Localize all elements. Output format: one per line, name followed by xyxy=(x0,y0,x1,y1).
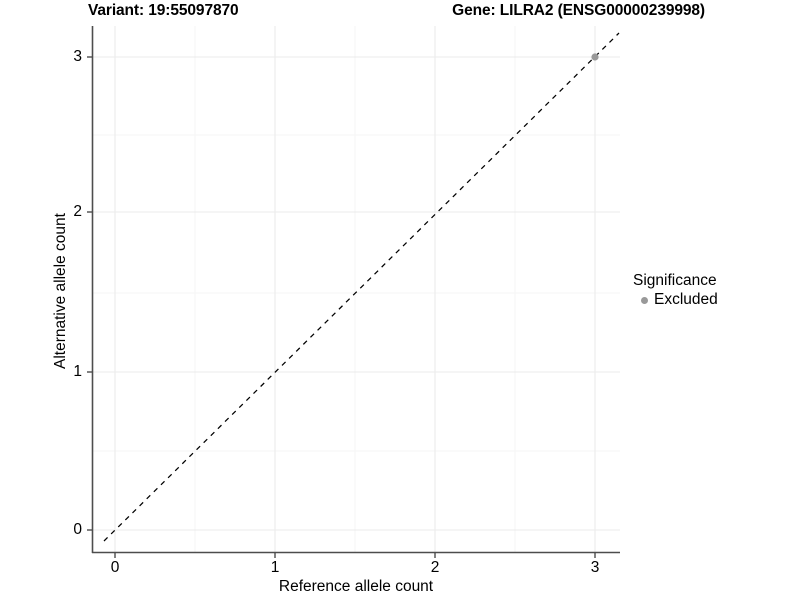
x-tick-label-1: 1 xyxy=(270,559,280,576)
x-axis-title: Reference allele count xyxy=(278,578,434,595)
x-tick-label-2: 2 xyxy=(430,559,440,576)
circle-marker-icon xyxy=(640,296,648,304)
major-gridlines xyxy=(92,26,620,553)
legend-item-excluded[interactable]: Excluded xyxy=(635,291,793,309)
y-tick-label-2: 2 xyxy=(73,203,82,220)
y-tick-label-1: 1 xyxy=(73,363,82,380)
legend-key-excluded xyxy=(635,291,653,309)
x-tick-label-0: 0 xyxy=(110,559,120,576)
chart-title-row: Variant: 19:55097870 Gene: LILRA2 (ENSG0… xyxy=(0,2,800,26)
plot-canvas xyxy=(92,26,620,553)
gene-title: Gene: LILRA2 (ENSG00000239998) xyxy=(452,2,705,19)
legend-title: Significance xyxy=(633,272,717,289)
plot-panel xyxy=(92,26,620,553)
y-tick-label-3: 3 xyxy=(73,48,82,65)
data-points xyxy=(591,53,599,61)
y-tick-label-0: 0 xyxy=(73,521,82,538)
legend-item-label: Excluded xyxy=(654,291,718,308)
y-axis-title: Alternative allele count xyxy=(52,213,69,369)
variant-title: Variant: 19:55097870 xyxy=(88,2,239,19)
identity-reference-line xyxy=(103,32,620,542)
legend: Significance Excluded xyxy=(633,272,793,309)
data-point[interactable] xyxy=(591,53,599,61)
x-axis-ticks xyxy=(114,553,596,558)
x-tick-label-3: 3 xyxy=(590,559,600,576)
